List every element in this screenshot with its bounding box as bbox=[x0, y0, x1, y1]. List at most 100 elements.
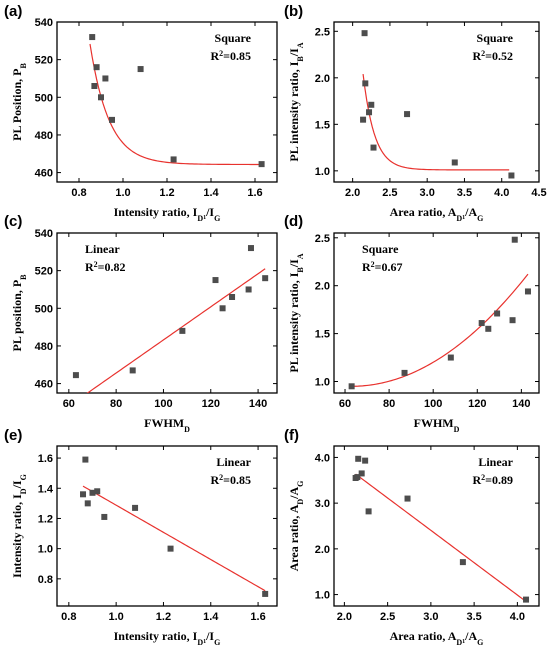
y-tick-label: 1.0 bbox=[38, 544, 53, 556]
data-point bbox=[354, 474, 361, 481]
data-point bbox=[511, 236, 518, 243]
data-point bbox=[358, 470, 365, 477]
panel-c: (c) 60 80 100 120 140 460 480 500 520 540 FWHMD PL p… bbox=[4, 213, 278, 434]
y-axis-title: PL intensity ratio, IB/IA bbox=[287, 253, 305, 372]
data-point bbox=[368, 101, 375, 108]
y-tick-label: 0.8 bbox=[38, 574, 53, 586]
x-tick-label: 3.5 bbox=[466, 611, 481, 623]
panel-d: (d) 60 80 100 120 140 1.0 1.5 2.0 2.5 FWHMD PL inte… bbox=[284, 213, 540, 434]
x-tick-label: 140 bbox=[249, 398, 267, 410]
data-point bbox=[451, 159, 458, 166]
x-tick-label: 3.5 bbox=[457, 187, 472, 199]
data-point bbox=[89, 489, 96, 496]
y-tick-label: 4.0 bbox=[315, 452, 330, 464]
data-point bbox=[72, 372, 79, 379]
x-tick-label: 3.0 bbox=[423, 611, 438, 623]
data-point bbox=[404, 495, 411, 502]
x-tick-label: 100 bbox=[154, 398, 172, 410]
r-squared-label: R2=0.85 bbox=[210, 473, 251, 488]
data-point bbox=[348, 383, 355, 390]
data-point bbox=[355, 455, 362, 462]
data-point bbox=[247, 245, 254, 252]
data-point bbox=[229, 294, 236, 300]
y-tick-label: 1.0 bbox=[315, 166, 330, 178]
data-point bbox=[524, 288, 531, 295]
data-point bbox=[494, 310, 501, 317]
y-tick-label: 1.5 bbox=[315, 119, 330, 131]
fit-type-label: Linear bbox=[216, 455, 251, 469]
data-point bbox=[370, 144, 377, 151]
x-axis-title: Intensity ratio, ID1/IG bbox=[114, 629, 221, 647]
y-tick-label: 1.0 bbox=[315, 377, 330, 389]
x-tick-label: 60 bbox=[63, 398, 75, 410]
x-tick-label: 80 bbox=[110, 398, 122, 410]
fit-type-label: Square bbox=[477, 31, 514, 45]
panel-label: (d) bbox=[284, 213, 303, 230]
x-tick-label: 2.5 bbox=[382, 187, 397, 199]
x-tick-label: 100 bbox=[424, 398, 442, 410]
data-point bbox=[98, 94, 104, 101]
y-tick-label: 2.0 bbox=[315, 544, 330, 556]
x-tick-label: 0.8 bbox=[61, 611, 76, 623]
plot-frame bbox=[333, 21, 540, 183]
data-point bbox=[478, 320, 485, 327]
r-squared-label: R2=0.85 bbox=[210, 49, 251, 64]
y-axis-title: Intensity ratio, ID/IG bbox=[10, 474, 28, 578]
y-tick-label: 520 bbox=[35, 266, 53, 278]
y-tick-label: 1.0 bbox=[315, 590, 330, 602]
data-point bbox=[360, 116, 367, 123]
r-squared-label: R2=0.82 bbox=[85, 260, 126, 275]
plot-frame bbox=[56, 232, 278, 394]
data-point bbox=[404, 111, 411, 118]
data-point bbox=[129, 367, 136, 374]
x-tick-label: 1.4 bbox=[203, 611, 219, 623]
fit-curve bbox=[82, 485, 266, 592]
panel-label: (e) bbox=[4, 427, 22, 444]
data-point bbox=[362, 80, 369, 87]
data-point bbox=[179, 327, 186, 334]
y-tick-label: 1.6 bbox=[38, 453, 53, 465]
data-point bbox=[109, 116, 115, 123]
x-axis-title: FWHMD bbox=[414, 416, 460, 434]
fit-type-label: Square bbox=[215, 31, 252, 45]
x-axis-title: Area ratio, AD1/AG bbox=[390, 205, 484, 223]
y-tick-label: 2.0 bbox=[315, 281, 330, 293]
x-tick-label: 3.0 bbox=[420, 187, 435, 199]
y-tick-label: 480 bbox=[35, 341, 53, 353]
data-point bbox=[366, 109, 373, 116]
panel-label: (a) bbox=[4, 3, 22, 20]
data-point bbox=[84, 500, 91, 507]
data-point bbox=[93, 64, 100, 71]
y-tick-label: 1.2 bbox=[38, 513, 53, 525]
fit-curve bbox=[355, 473, 527, 602]
x-tick-label: 1.2 bbox=[159, 187, 174, 199]
x-tick-label: 2.5 bbox=[380, 611, 395, 623]
y-tick-label: 520 bbox=[35, 55, 53, 67]
y-tick-label: 500 bbox=[35, 92, 53, 104]
y-tick-label: 1.4 bbox=[38, 483, 54, 495]
y-axis-title: PL intensity ratio, IB/IA bbox=[287, 42, 305, 161]
y-tick-label: 460 bbox=[35, 379, 53, 391]
data-point bbox=[132, 504, 139, 511]
panel-a: (a) 0.8 1.0 1.2 1.4 1.6 460 480 500 520 540 Intensi… bbox=[4, 3, 278, 223]
x-tick-label: 1.6 bbox=[250, 611, 265, 623]
y-tick-label: 480 bbox=[35, 130, 53, 142]
y-tick-label: 500 bbox=[35, 303, 53, 315]
x-tick-label: 2.0 bbox=[337, 611, 352, 623]
y-tick-label: 3.0 bbox=[315, 498, 330, 510]
fit-curve bbox=[351, 273, 529, 387]
y-tick-label: 2.5 bbox=[315, 26, 330, 38]
x-tick-label: 120 bbox=[468, 398, 486, 410]
panel-f: (f) 2.0 2.5 3.0 3.5 4.0 1.0 2.0 3.0 4.0 Area ratio… bbox=[284, 427, 540, 647]
x-tick-label: 1.0 bbox=[115, 187, 130, 199]
data-point bbox=[508, 172, 515, 179]
r-squared-label: R2=0.67 bbox=[362, 260, 403, 275]
data-point bbox=[212, 277, 219, 284]
data-point bbox=[262, 275, 269, 282]
data-point bbox=[137, 66, 144, 73]
data-point bbox=[167, 545, 174, 552]
fit-type-label: Linear bbox=[478, 455, 513, 469]
panel-e: (e) 0.8 1.0 1.2 1.4 1.6 0.8 1.0 1.2 1.4 1.6 Intensi… bbox=[4, 427, 278, 647]
panel-b: (b) 2.0 2.5 3.0 3.5 4.0 4.5 1.0 1.5 2.0 2.5 Area ra… bbox=[284, 3, 547, 223]
